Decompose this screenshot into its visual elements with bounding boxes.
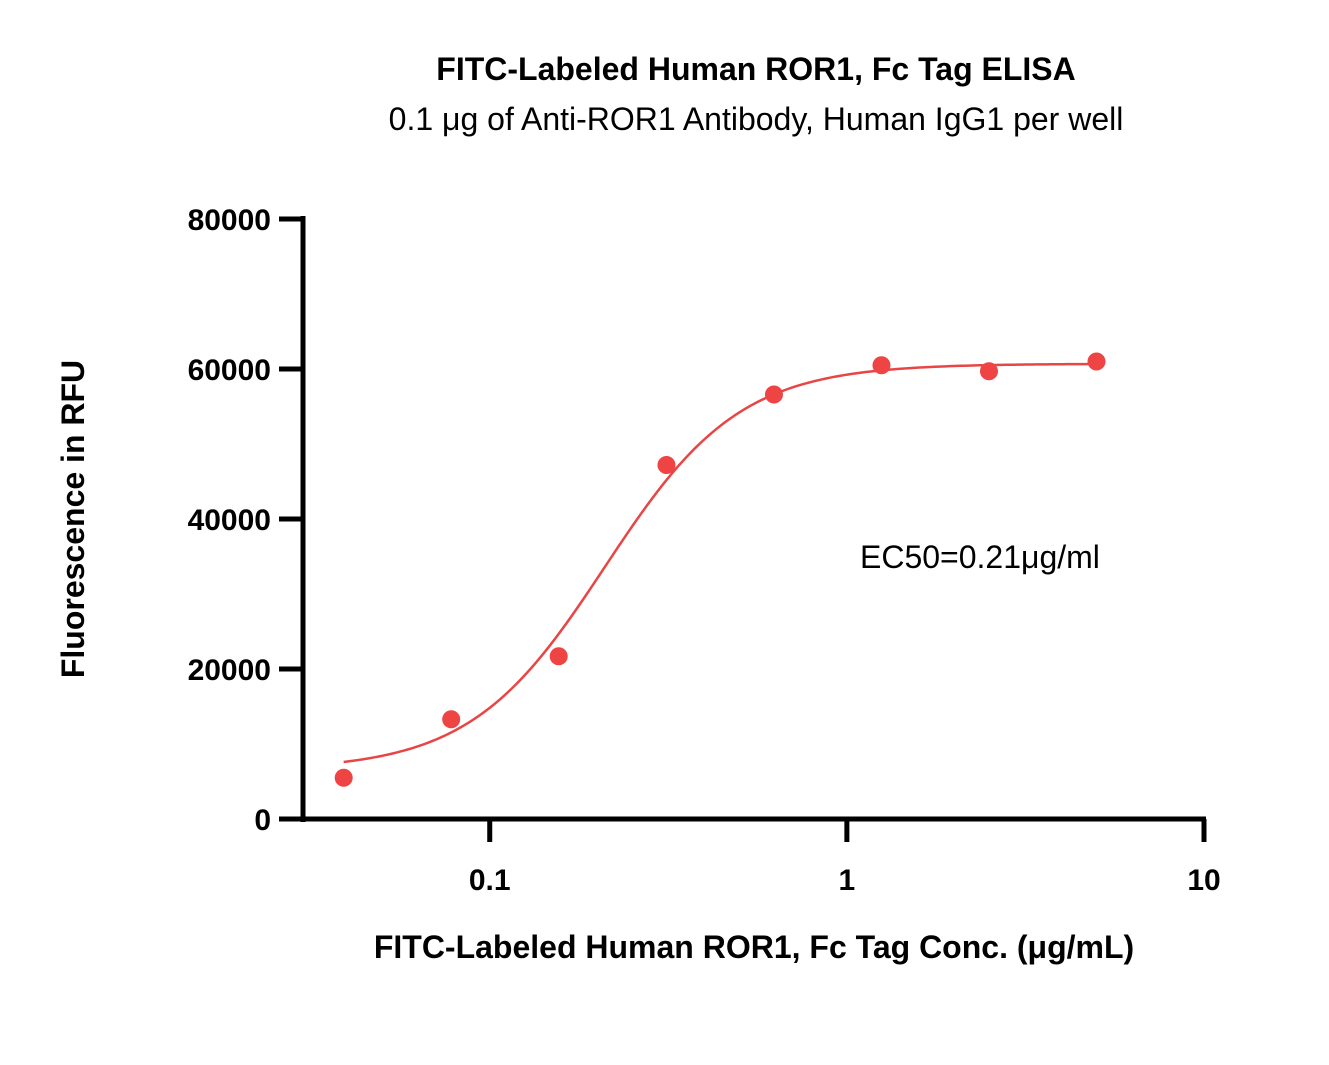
chart-title: FITC-Labeled Human ROR1, Fc Tag ELISA: [436, 51, 1075, 87]
x-tick-label: 1: [839, 864, 856, 897]
fit-curve: [343, 362, 1097, 764]
y-tick-label: 60000: [188, 354, 271, 387]
y-axis: 0 20000 40000 60000 80000: [188, 204, 306, 837]
data-point: [549, 647, 568, 666]
data-points: [334, 352, 1106, 787]
y-tick-label: 20000: [188, 654, 271, 687]
y-tick-label: 40000: [188, 504, 271, 537]
y-tick-label: 80000: [188, 204, 271, 237]
data-point: [1087, 352, 1106, 371]
ec50-annotation: EC50=0.21μg/ml: [860, 539, 1100, 575]
data-point: [657, 456, 676, 474]
y-tick-label: 0: [254, 804, 271, 837]
x-axis: 0.1 1 10: [303, 816, 1221, 897]
data-point: [334, 768, 353, 787]
data-point: [872, 356, 891, 375]
x-tick-label: 10: [1187, 864, 1220, 897]
x-tick-label: 0.1: [469, 864, 511, 897]
data-point: [979, 362, 998, 381]
data-point: [764, 385, 783, 404]
y-axis-label: Fluorescence in RFU: [55, 360, 91, 678]
chart-subtitle: 0.1 μg of Anti-ROR1 Antibody, Human IgG1…: [389, 101, 1124, 137]
x-axis-label: FITC-Labeled Human ROR1, Fc Tag Conc. (μ…: [374, 929, 1134, 965]
data-point: [442, 710, 461, 729]
